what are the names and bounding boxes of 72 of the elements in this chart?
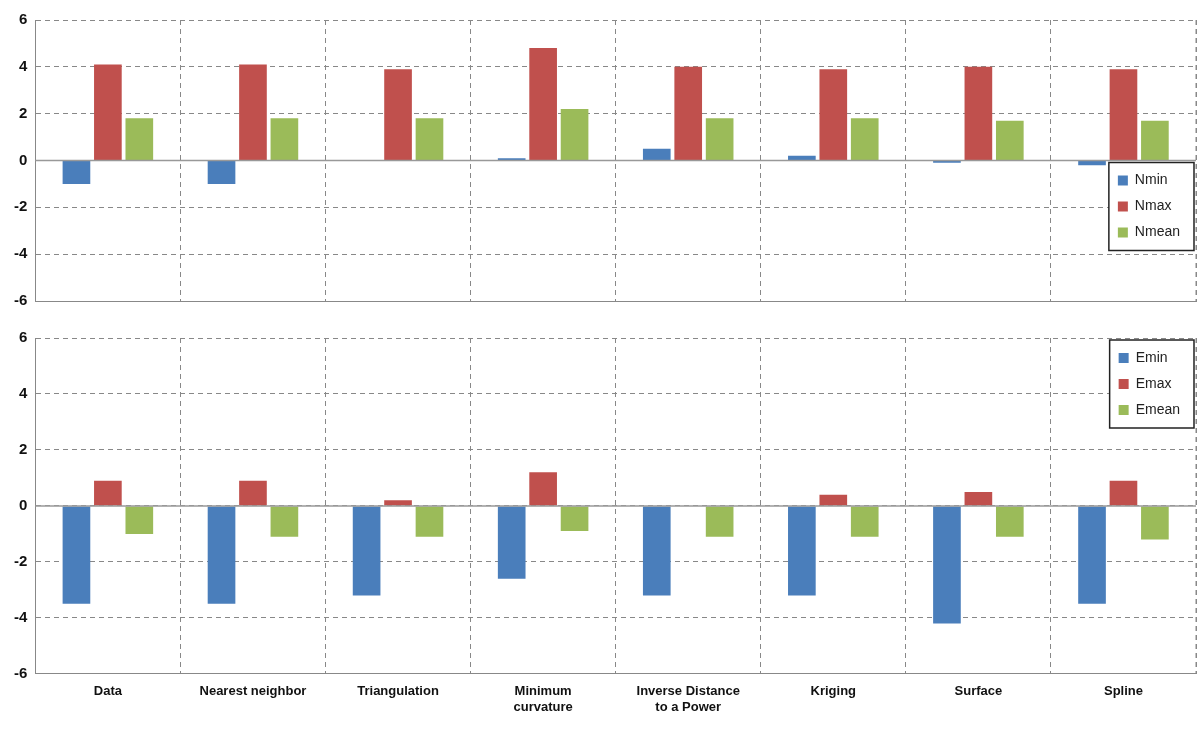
bar [352, 506, 381, 596]
bar [415, 506, 444, 537]
bar [384, 69, 412, 160]
bar [1078, 506, 1106, 604]
bar [1078, 161, 1106, 166]
bar [207, 506, 236, 604]
bar [529, 472, 557, 506]
bar [964, 66, 993, 160]
bar [850, 506, 879, 537]
x-tick-label: Data [93, 683, 123, 699]
x-tick-label: Nearest neighbor [199, 683, 307, 699]
bar [415, 118, 444, 160]
legend-label: Nmean [1134, 223, 1181, 240]
bar [1141, 506, 1169, 540]
y-tick-label: -2 [13, 197, 28, 215]
y-tick-label: -4 [13, 244, 28, 262]
bar [674, 66, 703, 160]
bar [560, 506, 589, 532]
bar [497, 506, 526, 579]
bar [995, 120, 1024, 160]
bar [62, 506, 91, 604]
x-tick-label: Triangulation [357, 683, 439, 699]
y-tick-label: 4 [18, 56, 28, 74]
bar [270, 118, 299, 160]
y-tick-label: 4 [18, 384, 28, 402]
bar [62, 161, 91, 184]
bar [239, 64, 267, 160]
y-tick-label: -2 [13, 552, 28, 570]
bar [819, 494, 848, 506]
legend-label: Nmin [1134, 171, 1168, 188]
y-tick-label: 2 [18, 103, 28, 121]
bar [819, 69, 848, 160]
bar [560, 108, 589, 160]
y-tick-label: -4 [13, 607, 28, 625]
bar [94, 480, 122, 506]
bar [94, 64, 122, 160]
bar [788, 155, 816, 160]
bar [964, 491, 993, 506]
bar [1109, 480, 1138, 506]
legend-label: Emin [1135, 348, 1168, 365]
x-tick-label: Kriging [810, 683, 857, 699]
bar [642, 506, 671, 596]
bar [207, 161, 236, 184]
y-tick-label: 0 [18, 496, 28, 514]
x-tick-label: Minimum curvature [513, 683, 573, 714]
y-tick-label: -6 [13, 663, 28, 681]
legend-label: Emax [1135, 374, 1172, 391]
y-tick-label: 6 [18, 328, 28, 346]
bar [239, 480, 267, 506]
bar [529, 48, 557, 160]
x-tick-label: Spline [1103, 683, 1143, 699]
y-tick-label: 2 [18, 440, 28, 458]
bar [850, 118, 879, 160]
legend-label: Nmax [1134, 197, 1172, 214]
x-tick-label: Surface [954, 683, 1003, 699]
bar [1141, 120, 1169, 160]
y-tick-label: 0 [18, 150, 28, 168]
x-tick-label: Inverse Distance to a Power [636, 683, 740, 714]
bar [270, 506, 299, 537]
legend-label: Emean [1135, 400, 1180, 417]
bar [788, 506, 816, 596]
bar [933, 506, 961, 624]
y-tick-label: -6 [13, 291, 28, 309]
bar [995, 506, 1024, 537]
bar [705, 118, 734, 160]
y-tick-label: 6 [18, 10, 28, 28]
bar [705, 506, 734, 537]
bar [125, 506, 154, 534]
bar [125, 118, 154, 160]
bar [642, 148, 671, 160]
bar [384, 500, 412, 506]
bar [1109, 69, 1138, 160]
